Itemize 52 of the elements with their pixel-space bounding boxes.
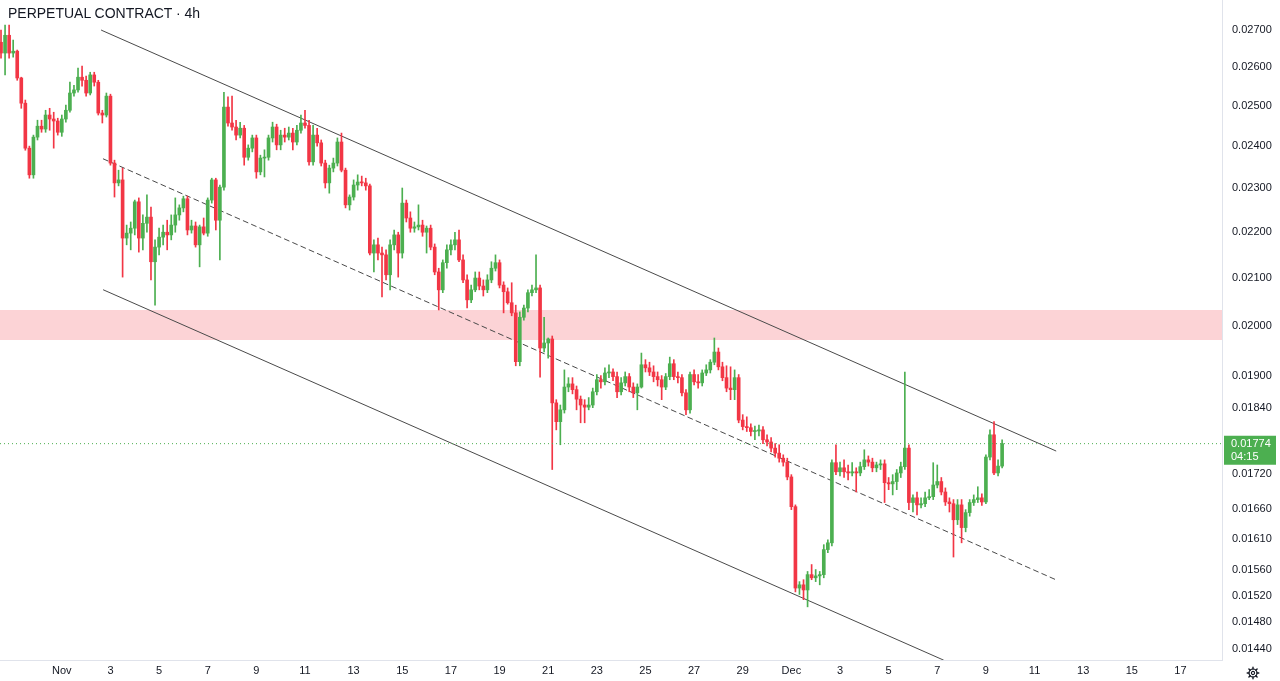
- x-tick-label: 5: [156, 663, 163, 676]
- text: 04:15: [1231, 449, 1259, 462]
- x-tick-label: 13: [1077, 663, 1090, 676]
- x-tick-label: 11: [1028, 663, 1041, 676]
- x-tick-label: 9: [982, 663, 989, 676]
- y-tick-label: 0.01440: [1232, 642, 1272, 655]
- chart-title: PERPETUAL CONTRACT · 4h: [8, 5, 201, 22]
- x-tick-label: 9: [253, 663, 260, 676]
- x-tick-label: 17: [444, 663, 458, 676]
- candlestick: [165, 219, 170, 251]
- y-tick-label: 0.01520: [1232, 588, 1272, 601]
- x-tick-label: 19: [493, 663, 506, 676]
- y-tick-label: 0.01480: [1232, 615, 1272, 628]
- y-tick-label: 0.01560: [1232, 563, 1272, 576]
- x-tick-label: 3: [107, 663, 114, 676]
- x-tick-label: 25: [639, 663, 652, 676]
- candlestick: [850, 462, 854, 477]
- y-tick-label: 0.01660: [1232, 502, 1272, 515]
- y-tick-label: 0.02600: [1232, 60, 1272, 73]
- x-tick-label: 11: [299, 663, 311, 676]
- x-tick-label: 7: [934, 663, 941, 676]
- candlestick: [854, 467, 859, 493]
- x-tick-label: 15: [396, 663, 409, 676]
- x-tick-label: 21: [542, 663, 555, 676]
- y-tick-label: 0.01900: [1232, 369, 1272, 382]
- x-tick-label: 15: [1125, 663, 1138, 676]
- y-tick-label: 0.02000: [1232, 318, 1272, 331]
- candlestick: [744, 416, 749, 432]
- x-tick-label: Nov: [52, 663, 73, 676]
- y-tick-label: 0.02200: [1232, 224, 1272, 237]
- candlestick: [696, 374, 700, 389]
- x-tick-label: 13: [347, 663, 360, 676]
- x-tick-label: 7: [204, 663, 211, 676]
- x-tick-label: 29: [736, 663, 749, 676]
- x-tick-label: 27: [687, 663, 701, 676]
- candlestick: [753, 425, 757, 441]
- candlestick: [599, 375, 603, 389]
- x-tick-label: Dec: [781, 663, 802, 676]
- candlestick: [846, 464, 850, 481]
- x-tick-label: 5: [885, 663, 892, 676]
- y-tick-label: 0.02500: [1232, 98, 1272, 111]
- y-tick-label: 0.01720: [1232, 467, 1272, 480]
- y-tick-label: 0.02300: [1232, 181, 1272, 194]
- x-tick-label: 23: [590, 663, 603, 676]
- ref-line-label: 0.01774: [1231, 436, 1271, 449]
- y-tick-label: 0.02700: [1232, 23, 1272, 36]
- y-tick-label: 0.01840: [1232, 400, 1272, 413]
- x-tick-label: 3: [836, 663, 844, 676]
- y-tick-label: 0.01610: [1232, 532, 1272, 545]
- y-tick-label: 0.02400: [1232, 139, 1272, 152]
- y-tick-label: 0.02100: [1232, 270, 1272, 283]
- x-tick-label: 17: [1174, 663, 1187, 676]
